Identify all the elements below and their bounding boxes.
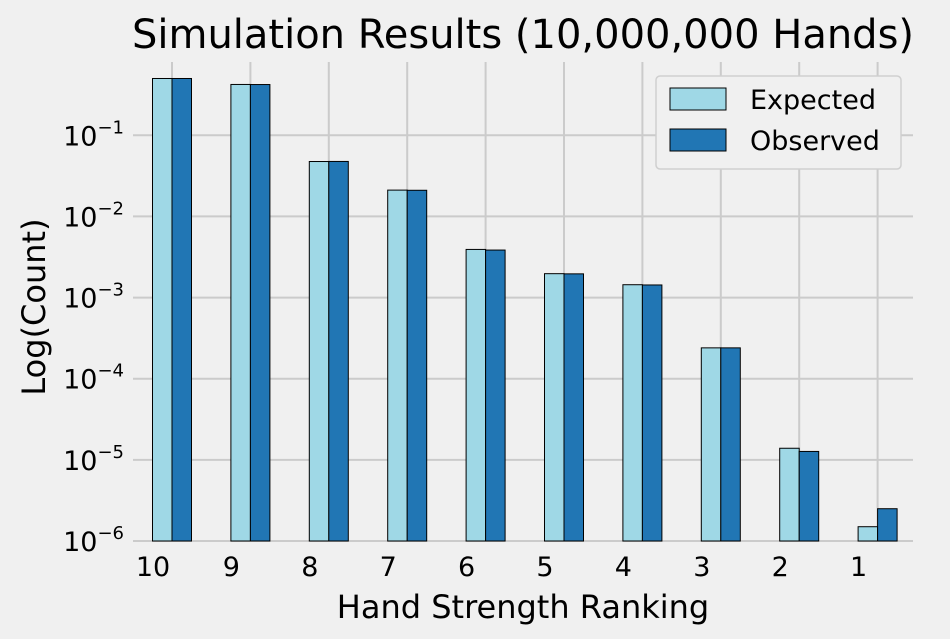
x-axis-label: Hand Strength Ranking bbox=[337, 588, 709, 626]
legend: Expected Observed bbox=[655, 75, 902, 170]
x-tick-label: 10 bbox=[136, 552, 170, 583]
legend-label-observed: Observed bbox=[750, 126, 880, 157]
y-tick-exponent: −2 bbox=[97, 198, 124, 219]
y-tick-base: 10 bbox=[63, 202, 97, 233]
bar-observed-3 bbox=[720, 347, 741, 542]
y-tick-label: 10−3 bbox=[63, 280, 124, 315]
y-tick-base: 10 bbox=[63, 121, 97, 152]
bar-expected-5 bbox=[544, 273, 565, 542]
bar-expected-8 bbox=[308, 161, 330, 542]
x-tick-label: 6 bbox=[458, 552, 475, 583]
y-tick-label: 10−4 bbox=[63, 361, 124, 396]
x-tick-label: 9 bbox=[223, 552, 240, 583]
y-axis-ticks: 10−110−210−310−410−510−6 bbox=[63, 117, 124, 558]
bar-expected-9 bbox=[230, 83, 251, 542]
y-tick-label: 10−5 bbox=[63, 442, 124, 477]
x-tick-label: 5 bbox=[536, 552, 553, 583]
y-tick-exponent: −6 bbox=[97, 523, 124, 544]
bar-expected-10 bbox=[152, 77, 173, 542]
y-axis-label: Log(Count) bbox=[15, 218, 53, 395]
y-tick-exponent: −3 bbox=[97, 280, 124, 301]
bar-expected-6 bbox=[465, 248, 487, 542]
bar-observed-5 bbox=[563, 273, 584, 542]
bar-observed-7 bbox=[406, 189, 428, 542]
bar-expected-2 bbox=[779, 447, 800, 542]
bar-expected-1 bbox=[857, 526, 879, 542]
bar-observed-4 bbox=[641, 284, 663, 542]
y-tick-base: 10 bbox=[63, 527, 97, 558]
y-tick-label: 10−1 bbox=[63, 117, 124, 152]
legend-swatch-observed bbox=[669, 128, 727, 152]
bar-observed-1 bbox=[877, 508, 898, 542]
bar-observed-9 bbox=[249, 84, 271, 542]
bar-observed-8 bbox=[328, 160, 349, 542]
y-tick-exponent: −5 bbox=[97, 442, 124, 463]
x-tick-label: 1 bbox=[850, 552, 867, 583]
y-tick-base: 10 bbox=[63, 365, 97, 396]
y-tick-base: 10 bbox=[63, 446, 97, 477]
x-tick-label: 4 bbox=[615, 552, 632, 583]
chart-title: Simulation Results (10,000,000 Hands) bbox=[132, 12, 914, 58]
bars bbox=[152, 77, 898, 542]
bar-observed-10 bbox=[171, 77, 192, 542]
bar-expected-3 bbox=[700, 347, 722, 542]
legend-swatch-expected bbox=[669, 87, 727, 111]
x-tick-label: 7 bbox=[380, 552, 397, 583]
x-axis-ticks: 10 9 8 7 6 5 4 3 2 1 bbox=[136, 552, 867, 583]
bar-expected-4 bbox=[622, 284, 643, 542]
bar-observed-6 bbox=[485, 249, 506, 542]
y-tick-label: 10−2 bbox=[63, 198, 124, 233]
x-tick-label: 8 bbox=[301, 552, 318, 583]
y-tick-exponent: −1 bbox=[97, 117, 124, 138]
bar-expected-7 bbox=[387, 189, 408, 542]
x-tick-label: 3 bbox=[693, 552, 710, 583]
y-tick-base: 10 bbox=[63, 284, 97, 315]
bar-observed-2 bbox=[798, 450, 820, 542]
legend-label-expected: Expected bbox=[750, 85, 876, 116]
x-tick-label: 2 bbox=[772, 552, 789, 583]
y-tick-exponent: −4 bbox=[97, 361, 124, 382]
y-tick-label: 10−6 bbox=[63, 523, 124, 558]
